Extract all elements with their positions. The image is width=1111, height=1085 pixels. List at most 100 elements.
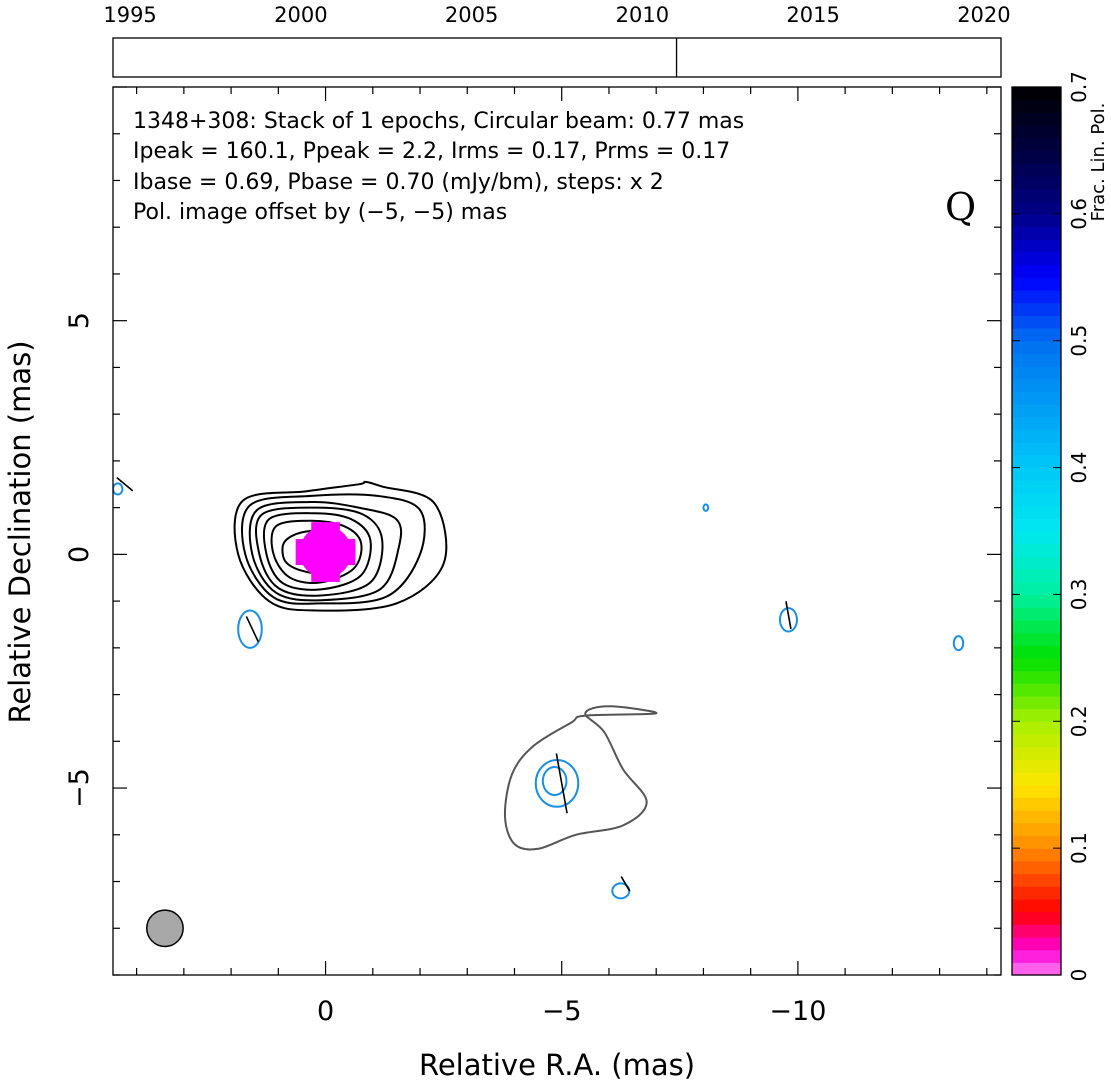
timeline-year-1995: 1995 — [103, 3, 156, 27]
colorbar-band — [1012, 670, 1061, 684]
polarization-contour — [541, 766, 568, 797]
intensity-core-contour — [233, 480, 448, 612]
intensity-core-contour — [248, 500, 403, 602]
colorbar-band — [1012, 416, 1061, 431]
polarization-contour — [237, 609, 263, 649]
colorbar-band — [1012, 797, 1061, 811]
main-plot: 1348+308: Stack of 1 epochs, Circular be… — [3, 86, 1002, 1082]
annotation-line-1: 1348+308: Stack of 1 epochs, Circular be… — [133, 109, 744, 134]
colorbar-tick-label: 0.1 — [1067, 832, 1091, 864]
colorbar-band — [1012, 175, 1061, 190]
colorbar-band — [1012, 226, 1061, 240]
colorbar-band — [1012, 911, 1061, 925]
colorbar-tick-label: 0 — [1067, 969, 1091, 982]
colorbar-band — [1012, 962, 1061, 976]
colorbar-band — [1012, 277, 1061, 291]
evpa-vector — [620, 876, 631, 892]
intensity-core-contours — [233, 480, 448, 612]
colorbar-tick-label: 0.5 — [1067, 325, 1091, 357]
colorbar-band — [1012, 429, 1061, 443]
colorbar-band — [1012, 733, 1061, 748]
evpa-vectors — [116, 477, 792, 892]
colorbar-band — [1012, 873, 1061, 887]
x-tick-label: 0 — [317, 996, 334, 1027]
colorbar-band — [1012, 112, 1061, 126]
colorbar-band — [1012, 531, 1061, 545]
fractional-polarization-peak — [295, 522, 356, 582]
colorbar-band — [1012, 759, 1061, 773]
colorbar-band — [1012, 442, 1061, 456]
annotation-line-3: Ibase = 0.69, Pbase = 0.70 (mJy/bm), ste… — [133, 170, 664, 195]
colorbar-band — [1012, 315, 1061, 329]
colorbar-band — [1012, 99, 1061, 113]
colorbar-band — [1012, 721, 1061, 735]
polarization-contour — [113, 482, 124, 496]
colorbar-band — [1012, 543, 1061, 557]
colorbar-band — [1012, 404, 1061, 418]
polarization-contour — [702, 503, 710, 512]
colorbar-band — [1012, 619, 1061, 634]
colorbar-band — [1012, 569, 1061, 583]
intensity-outer-contour — [503, 705, 658, 851]
colorbar-band — [1012, 150, 1061, 164]
timeline-year-2015: 2015 — [786, 3, 839, 27]
colorbar-band — [1012, 467, 1061, 481]
plot-frame — [112, 86, 1002, 976]
colorbar-band — [1012, 949, 1061, 963]
colorbar-band — [1012, 378, 1061, 393]
colorbar-label: Frac. Lin. Pol. — [1088, 103, 1109, 222]
axis-ticks — [113, 86, 1001, 976]
colorbar-band — [1012, 683, 1061, 697]
evpa-vector — [116, 477, 134, 492]
colorbar-band — [1012, 289, 1061, 304]
colorbar-band — [1012, 213, 1061, 228]
polarization-contour — [778, 607, 798, 633]
colorbar-band — [1012, 163, 1061, 177]
colorbar-band — [1012, 936, 1061, 951]
colorbar-band — [1012, 695, 1061, 710]
x-tick-label: −5 — [542, 996, 582, 1027]
colorbar-band — [1012, 898, 1061, 913]
colorbar-gradient — [1012, 87, 1061, 976]
colorbar-band — [1012, 518, 1061, 532]
colorbar: 0 0.1 0.2 0.3 0.4 0.5 0.6 0.7 Frac. Lin. Pol. — [1011, 71, 1109, 981]
colorbar-band — [1012, 581, 1061, 596]
intensity-core-contour — [241, 493, 426, 605]
colorbar-band — [1012, 492, 1061, 507]
timeline-year-2010: 2010 — [616, 3, 669, 27]
y-tick-labels: 5 0 −5 — [64, 312, 95, 808]
colorbar-tick-label: 0.6 — [1067, 198, 1091, 230]
colorbar-band — [1012, 454, 1061, 469]
colorbar-band — [1012, 302, 1061, 316]
colorbar-band — [1012, 391, 1061, 405]
colorbar-band — [1012, 137, 1061, 152]
colorbar-band — [1012, 708, 1061, 722]
intensity-core-contour — [262, 512, 372, 591]
colorbar-band — [1012, 505, 1061, 519]
colorbar-band — [1012, 87, 1061, 101]
colorbar-band — [1012, 924, 1061, 938]
intensity-core-contour — [255, 506, 384, 597]
colorbar-band — [1012, 657, 1061, 672]
epoch-timeline: 1995 2000 2005 2010 2015 2020 — [103, 3, 1011, 78]
colorbar-band — [1012, 594, 1061, 608]
colorbar-band — [1012, 264, 1061, 278]
beam-ellipse — [146, 909, 184, 948]
evpa-vector — [785, 601, 792, 630]
evpa-vector — [555, 753, 568, 814]
colorbar-band — [1012, 556, 1061, 570]
annotation-line-2: Ipeak = 160.1, Ppeak = 2.2, Irms = 0.17,… — [133, 139, 730, 164]
colorbar-band — [1012, 746, 1061, 760]
evpa-vector — [245, 616, 260, 643]
colorbar-band — [1012, 645, 1061, 659]
timeline-year-labels: 1995 2000 2005 2010 2015 2020 — [103, 3, 1010, 27]
colorbar-tick-label: 0.7 — [1067, 71, 1091, 103]
band-label: Q — [945, 185, 976, 229]
timeline-year-2000: 2000 — [274, 3, 327, 27]
x-tick-labels: 0 −5 −10 — [317, 996, 826, 1027]
colorbar-band — [1012, 886, 1061, 900]
y-tick-label: 5 — [64, 312, 95, 329]
colorbar-frame — [1011, 86, 1062, 976]
colorbar-tick-labels: 0 0.1 0.2 0.3 0.4 0.5 0.6 0.7 — [1012, 71, 1091, 981]
timeline-year-2005: 2005 — [445, 3, 498, 27]
